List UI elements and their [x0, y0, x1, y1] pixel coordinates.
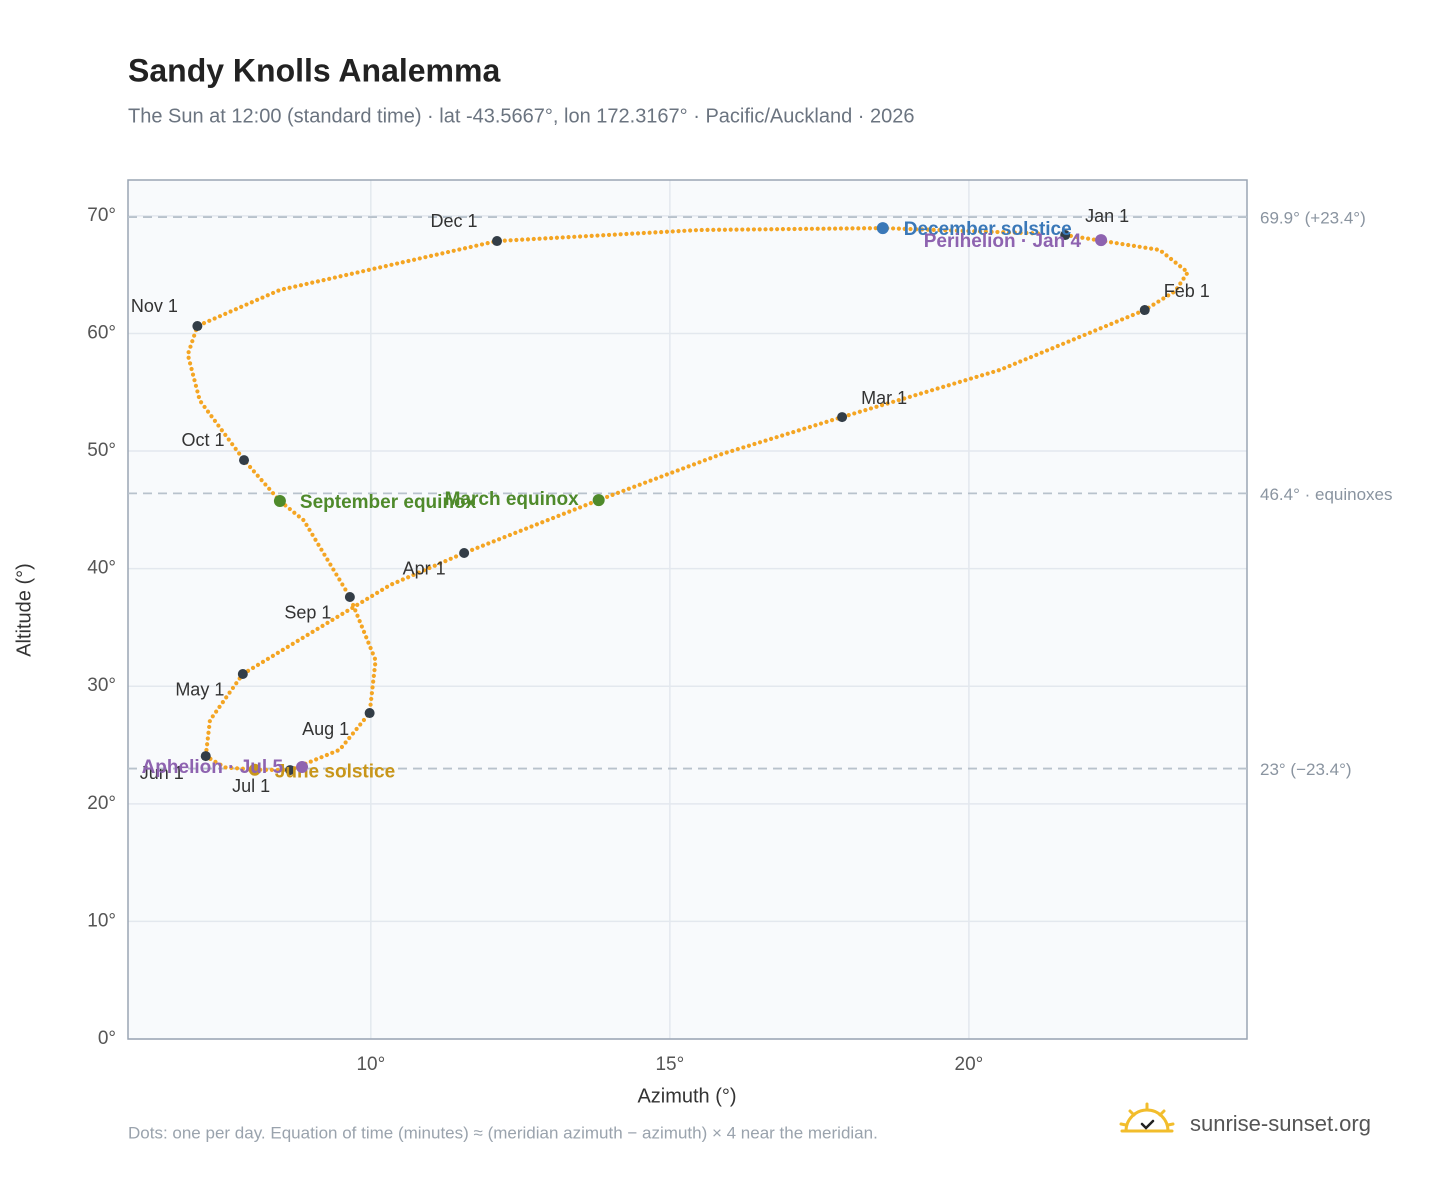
brand-logo	[1119, 1102, 1175, 1133]
month-marker	[200, 751, 211, 762]
event-label: Aphelion · Jul 5	[142, 757, 284, 778]
reference-label: 23° (−23.4°)	[1260, 760, 1352, 779]
month-label: Jan 1	[1085, 206, 1129, 226]
month-marker	[1060, 230, 1071, 241]
brand: sunrise-sunset.org	[1190, 1111, 1371, 1136]
month-label: Apr 1	[403, 559, 446, 579]
month-marker	[192, 321, 203, 332]
y-tick-label: 40°	[87, 558, 116, 579]
month-marker	[364, 708, 375, 719]
event-label: December solstice	[904, 219, 1072, 240]
month-marker	[492, 236, 503, 247]
month-marker	[344, 591, 355, 602]
y-tick-label: 50°	[87, 440, 116, 461]
x-tick-label: 10°	[356, 1054, 385, 1075]
month-marker	[459, 547, 470, 558]
month-marker	[285, 765, 296, 776]
plot-border	[127, 179, 1248, 1040]
month-label: Dec 1	[430, 211, 477, 231]
y-tick-label: 60°	[87, 322, 116, 343]
y-tick-label: 70°	[87, 205, 116, 226]
month-marker	[237, 668, 248, 679]
event-marker	[1095, 234, 1108, 247]
event-marker	[248, 763, 261, 776]
month-label: Sep 1	[284, 603, 331, 623]
month-label: Oct 1	[182, 430, 225, 450]
month-marker	[837, 412, 848, 423]
chart-subtitle: The Sun at 12:00 (standard time) · lat -…	[128, 105, 914, 127]
month-label: Aug 1	[302, 719, 349, 739]
y-tick-label: 20°	[87, 793, 116, 814]
month-marker	[1139, 305, 1150, 316]
y-tick-label: 10°	[87, 910, 116, 931]
event-marker	[876, 222, 889, 235]
footnote: Dots: one per day. Equation of time (min…	[128, 1123, 878, 1142]
month-marker	[239, 455, 250, 466]
daily-dots	[185, 225, 1191, 773]
reference-label: 69.9° (+23.4°)	[1260, 209, 1366, 228]
plot-area	[128, 180, 1247, 1039]
y-axis-title: Altitude (°)	[13, 563, 35, 657]
event-label: March equinox	[445, 489, 580, 510]
event-label: September equinox	[300, 492, 477, 513]
month-label: Jul 1	[232, 776, 270, 796]
x-tick-label: 20°	[955, 1054, 984, 1075]
event-marker	[273, 495, 286, 508]
event-label: Perihelion · Jan 4	[924, 231, 1082, 252]
reference-label: 46.4° · equinoxes	[1260, 485, 1393, 504]
month-label: May 1	[175, 680, 224, 700]
y-tick-label: 30°	[87, 675, 116, 696]
x-tick-label: 15°	[655, 1054, 684, 1075]
chart-title: Sandy Knolls Analemma	[128, 52, 500, 88]
month-label: Mar 1	[861, 388, 907, 408]
month-label: Jun 1	[140, 763, 184, 783]
event-label: June solstice	[275, 762, 395, 783]
event-marker	[296, 761, 309, 774]
x-axis-title: Azimuth (°)	[637, 1085, 736, 1107]
y-tick-label: 0°	[98, 1028, 116, 1049]
event-marker	[592, 494, 605, 507]
month-label: Feb 1	[1164, 281, 1210, 301]
month-label: Nov 1	[131, 296, 178, 316]
